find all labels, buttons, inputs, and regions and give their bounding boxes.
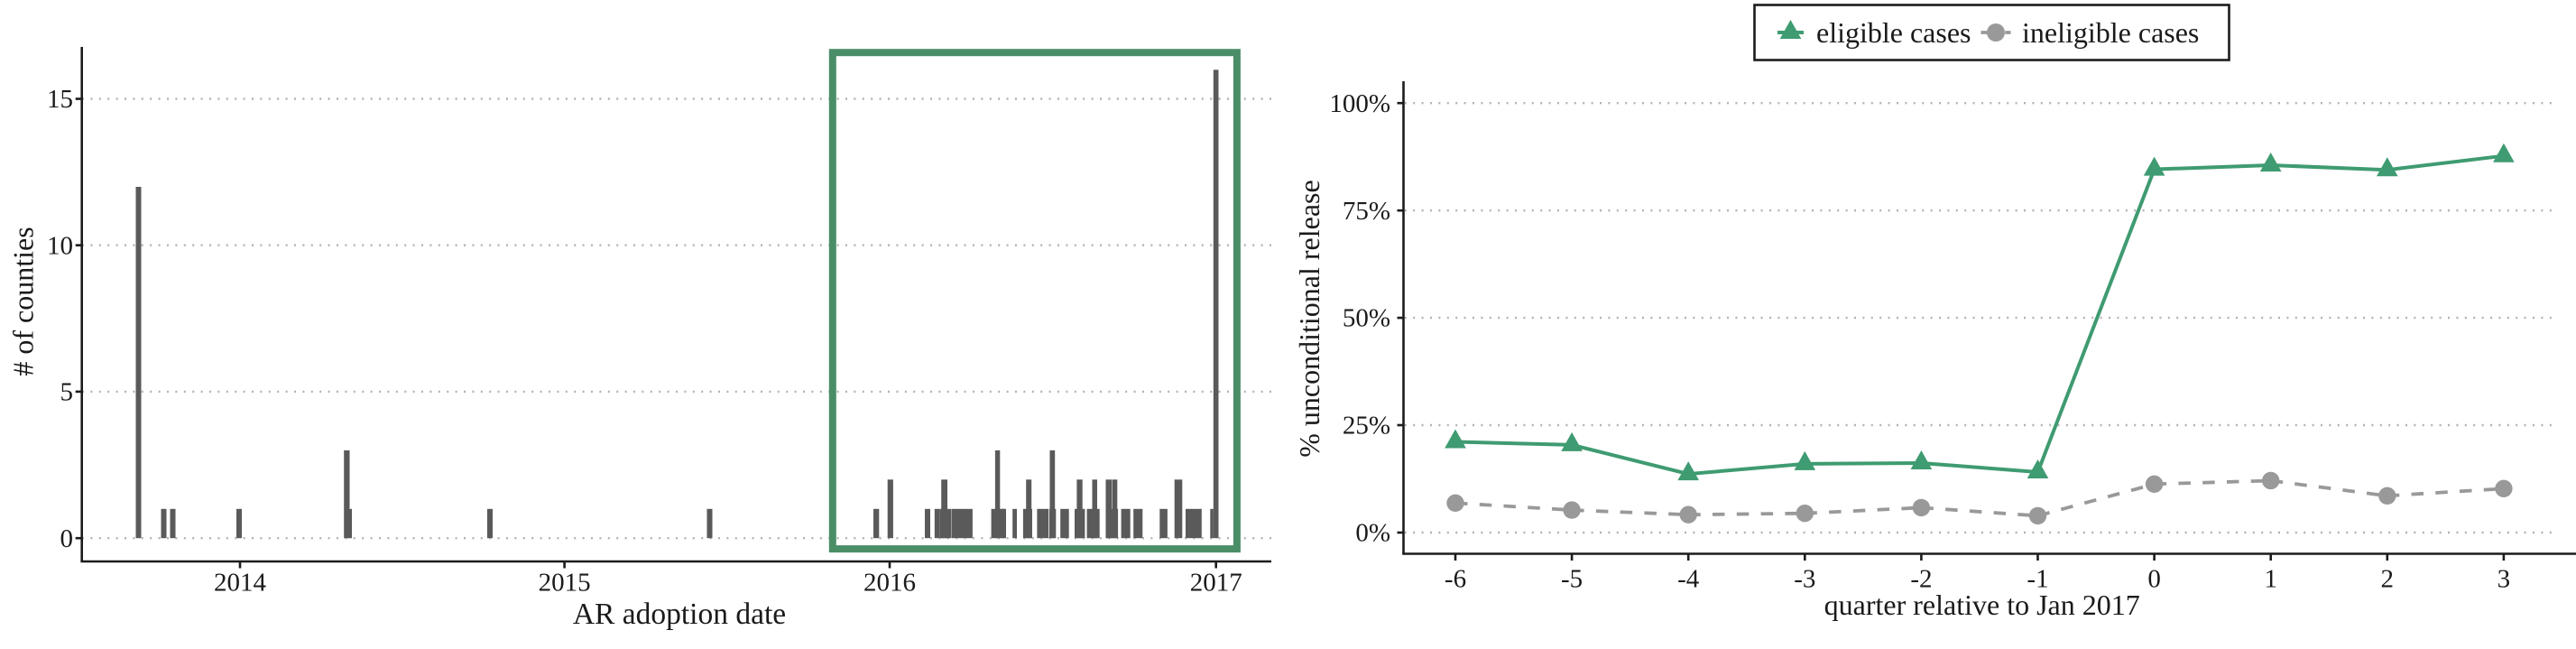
svg-text:AR adoption date: AR adoption date xyxy=(573,598,786,631)
svg-text:-4: -4 xyxy=(1677,565,1700,594)
svg-text:% unconditional release: % unconditional release xyxy=(1293,180,1325,457)
svg-text:10: 10 xyxy=(47,231,73,260)
svg-text:2016: 2016 xyxy=(863,569,916,598)
svg-text:# of counties: # of counties xyxy=(7,227,40,375)
svg-text:-5: -5 xyxy=(1561,565,1583,594)
svg-text:50%: 50% xyxy=(1343,304,1390,333)
svg-text:100%: 100% xyxy=(1329,89,1390,118)
svg-text:quarter relative to Jan 2017: quarter relative to Jan 2017 xyxy=(1824,589,2140,621)
svg-text:-1: -1 xyxy=(2027,565,2048,594)
svg-text:ineligible cases: ineligible cases xyxy=(2022,16,2199,49)
svg-text:75%: 75% xyxy=(1343,197,1390,226)
svg-text:5: 5 xyxy=(60,378,74,407)
svg-text:15: 15 xyxy=(47,85,73,114)
svg-text:2015: 2015 xyxy=(539,569,591,598)
svg-text:3: 3 xyxy=(2498,565,2511,594)
svg-text:0%: 0% xyxy=(1355,519,1390,548)
svg-text:0: 0 xyxy=(60,524,74,553)
svg-text:2017: 2017 xyxy=(1190,569,1242,598)
svg-text:-2: -2 xyxy=(1910,565,1932,594)
svg-text:-3: -3 xyxy=(1794,565,1815,594)
svg-text:1: 1 xyxy=(2264,565,2277,594)
svg-text:-6: -6 xyxy=(1445,565,1466,594)
svg-text:0: 0 xyxy=(2147,565,2161,594)
svg-text:2014: 2014 xyxy=(214,569,267,598)
svg-text:eligible cases: eligible cases xyxy=(1816,16,1971,49)
svg-text:25%: 25% xyxy=(1343,412,1390,440)
svg-text:2: 2 xyxy=(2381,565,2395,594)
